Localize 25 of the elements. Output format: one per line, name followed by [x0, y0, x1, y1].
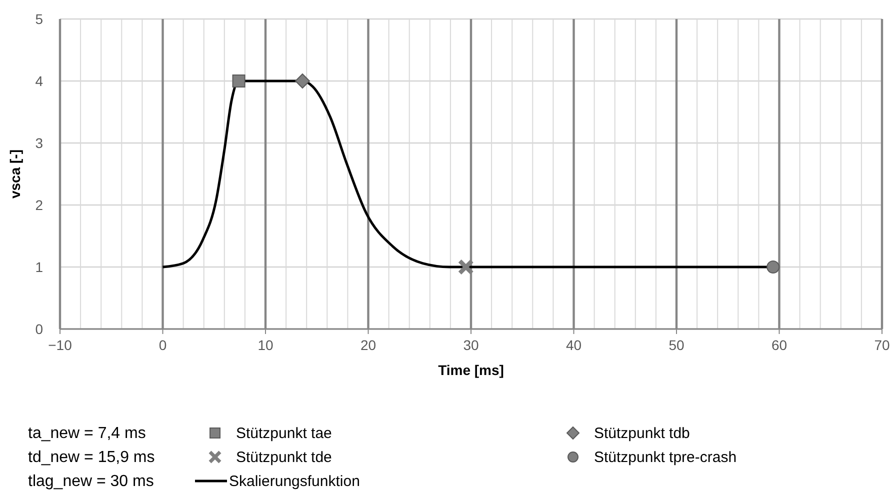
y-tick-label: 0 — [35, 321, 44, 337]
text: tlag_new = 30 ms — [28, 473, 154, 490]
text: td_new = 15,9 ms — [28, 449, 155, 466]
legend-label: Stützpunkt tde — [236, 449, 332, 466]
legend-label: Stützpunkt tdb — [594, 425, 690, 442]
x-tick-label: 60 — [771, 337, 788, 353]
x-tick-label: 40 — [566, 337, 582, 353]
x-tick-label: 30 — [463, 337, 479, 353]
y-tick-label: 5 — [35, 11, 44, 27]
x-tick-label: −10 — [48, 337, 72, 353]
x-tick-label: 50 — [668, 337, 684, 353]
legend-label: Stützpunkt tpre-crash — [594, 449, 737, 466]
x-tick-label: 20 — [360, 337, 376, 353]
x-tick-label: 10 — [258, 337, 274, 353]
y-tick-label: 3 — [35, 135, 44, 151]
x-tick-label: 0 — [158, 337, 167, 353]
x-tick-label: 70 — [874, 337, 890, 353]
y-axis-title: vsca [-] — [7, 149, 23, 199]
legend-label: Stützpunkt tae — [236, 425, 332, 442]
text: ta_new = 7,4 ms — [28, 425, 146, 442]
legend-label: Skalierungsfunktion — [229, 473, 360, 490]
y-tick-label: 4 — [35, 73, 44, 89]
x-axis-title: Time [ms] — [438, 362, 504, 378]
y-tick-label: 2 — [35, 197, 44, 213]
y-tick-label: 1 — [35, 259, 44, 275]
